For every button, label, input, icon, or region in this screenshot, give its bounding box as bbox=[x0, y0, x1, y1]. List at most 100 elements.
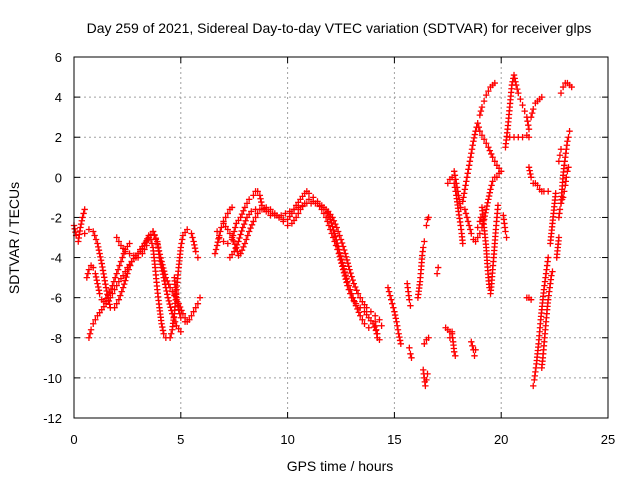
data-point bbox=[295, 204, 302, 211]
data-point-fill bbox=[462, 210, 470, 217]
data-point bbox=[156, 254, 163, 261]
data-point bbox=[90, 228, 97, 235]
data-point bbox=[453, 180, 460, 187]
data-point-fill bbox=[340, 265, 348, 272]
data-point-fill bbox=[84, 270, 92, 277]
y-tick-label: -10 bbox=[43, 371, 62, 386]
data-point-fill bbox=[118, 288, 125, 295]
x-tick-label: 5 bbox=[177, 432, 184, 447]
data-point bbox=[478, 103, 486, 111]
data-point bbox=[476, 218, 484, 225]
data-point-fill bbox=[217, 228, 224, 235]
data-point bbox=[228, 204, 236, 211]
plot-frame bbox=[73, 56, 609, 419]
data-point-fill bbox=[174, 298, 181, 305]
data-point bbox=[92, 316, 99, 323]
data-point bbox=[421, 238, 428, 245]
data-point bbox=[471, 352, 478, 360]
data-point bbox=[463, 214, 471, 221]
data-point bbox=[527, 174, 535, 181]
data-point bbox=[181, 318, 189, 325]
data-point-fill bbox=[156, 257, 164, 265]
data-point bbox=[190, 238, 197, 245]
data-point bbox=[312, 200, 319, 207]
data-point-fill bbox=[148, 240, 156, 247]
y-tick-label: -2 bbox=[50, 210, 62, 225]
data-point-fill bbox=[252, 214, 259, 221]
data-point-fill bbox=[337, 252, 344, 260]
data-point-fill bbox=[230, 237, 237, 245]
data-point-fill bbox=[258, 198, 265, 206]
data-point bbox=[485, 144, 492, 151]
data-point bbox=[378, 322, 385, 329]
y-tick-label: 0 bbox=[55, 170, 62, 185]
data-point bbox=[384, 284, 392, 291]
data-point bbox=[525, 134, 533, 141]
data-point bbox=[333, 224, 340, 231]
data-point-fill bbox=[462, 182, 469, 189]
data-point bbox=[557, 89, 565, 97]
data-point bbox=[483, 91, 490, 99]
data-point-fill bbox=[391, 311, 399, 319]
data-point bbox=[376, 316, 383, 323]
x-tick-label: 25 bbox=[601, 432, 615, 447]
data-point bbox=[425, 334, 432, 341]
data-point-fill bbox=[163, 287, 170, 295]
data-point bbox=[519, 134, 526, 141]
data-point-fill bbox=[232, 224, 239, 231]
data-point bbox=[376, 336, 383, 343]
data-point-fill bbox=[330, 217, 338, 224]
data-point bbox=[117, 258, 125, 265]
data-point-fill bbox=[525, 121, 532, 129]
data-point-fill bbox=[248, 221, 256, 228]
data-point-fill bbox=[247, 224, 254, 232]
data-point bbox=[186, 316, 193, 323]
data-point bbox=[548, 272, 555, 279]
data-point bbox=[90, 264, 97, 271]
data-point bbox=[79, 214, 86, 221]
data-point bbox=[177, 244, 184, 251]
data-point bbox=[87, 326, 95, 333]
data-point-fill bbox=[162, 284, 170, 291]
data-point bbox=[134, 254, 142, 261]
data-point bbox=[502, 228, 509, 235]
data-point bbox=[425, 214, 432, 221]
data-point bbox=[480, 136, 488, 143]
data-point-fill bbox=[159, 267, 166, 275]
data-point-fill bbox=[488, 150, 495, 158]
data-point-fill bbox=[161, 277, 168, 285]
data-point-fill bbox=[485, 192, 493, 200]
x-axis-label: GPS time / hours bbox=[287, 458, 394, 474]
data-point-fill bbox=[240, 220, 248, 228]
data-point-fill bbox=[470, 134, 478, 142]
data-point-fill bbox=[468, 146, 476, 153]
data-point-fill bbox=[355, 309, 362, 316]
data-point-fill bbox=[97, 257, 105, 264]
data-point-fill bbox=[257, 195, 264, 202]
data-point bbox=[147, 236, 155, 243]
data-point bbox=[363, 304, 370, 311]
data-point-fill bbox=[212, 246, 220, 253]
y-tick-label: -6 bbox=[50, 291, 62, 306]
data-point bbox=[177, 328, 184, 335]
data-point bbox=[457, 204, 464, 211]
data-point bbox=[310, 194, 317, 201]
data-point bbox=[254, 210, 261, 217]
data-point bbox=[350, 280, 358, 287]
data-point-fill bbox=[188, 312, 195, 319]
data-point bbox=[216, 232, 223, 239]
y-axis-label: SDTVAR / TECUs bbox=[6, 182, 22, 294]
data-point-fill bbox=[524, 117, 531, 125]
data-point bbox=[487, 186, 494, 193]
data-point bbox=[322, 214, 330, 221]
data-point bbox=[256, 192, 264, 199]
data-point-fill bbox=[113, 300, 120, 307]
data-point bbox=[448, 328, 456, 335]
data-point bbox=[538, 93, 545, 101]
data-point-fill bbox=[349, 276, 356, 284]
data-point-fill bbox=[106, 289, 113, 296]
data-point bbox=[476, 111, 484, 119]
data-point bbox=[96, 290, 103, 297]
data-point-fill bbox=[159, 327, 167, 334]
data-point-fill bbox=[244, 232, 251, 239]
